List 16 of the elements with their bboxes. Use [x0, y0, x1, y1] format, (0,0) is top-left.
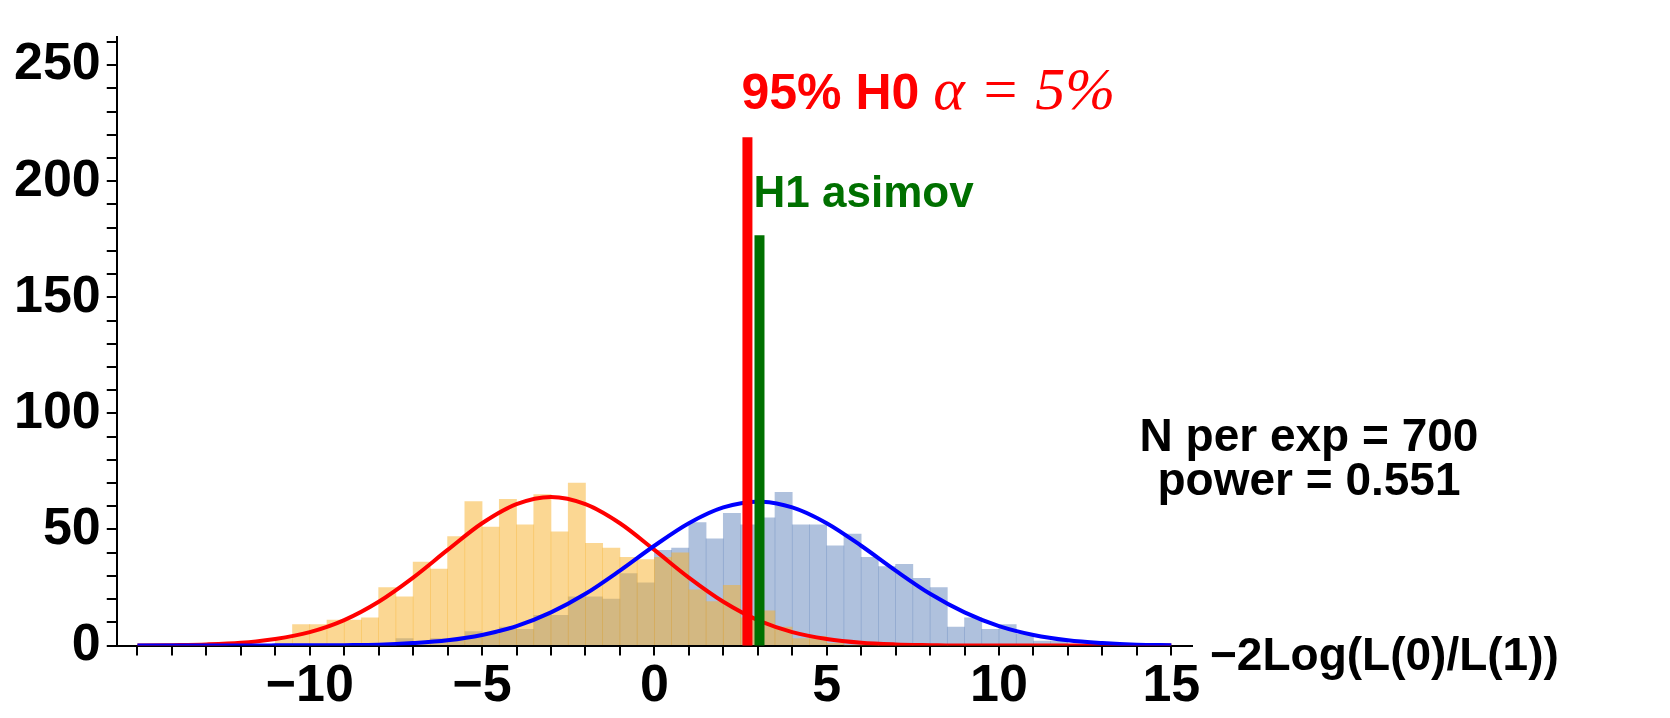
y-tick-label: 50	[42, 496, 101, 555]
y-tick-label: 200	[13, 148, 101, 207]
y-tick-label: 100	[13, 380, 101, 439]
x-tick-label: 15	[1142, 654, 1201, 713]
x-tick-label: −10	[265, 654, 354, 713]
x-tick-label: 0	[639, 654, 669, 713]
x-tick-label: 5	[812, 654, 842, 713]
x-tick-label: −5	[452, 654, 512, 713]
y-tick-label: 250	[13, 32, 101, 91]
y-tick-label: 0	[71, 612, 101, 671]
x-axis-title: −2Log(L(0)/L(1))	[1210, 628, 1559, 681]
annotation: α = 5%	[933, 56, 1116, 123]
x-tick-label: 10	[970, 654, 1028, 713]
ref-line-label: 95% H0	[741, 64, 920, 121]
y-tick-label: 150	[13, 264, 101, 323]
ref-line-label: H1 asimov	[753, 167, 975, 217]
